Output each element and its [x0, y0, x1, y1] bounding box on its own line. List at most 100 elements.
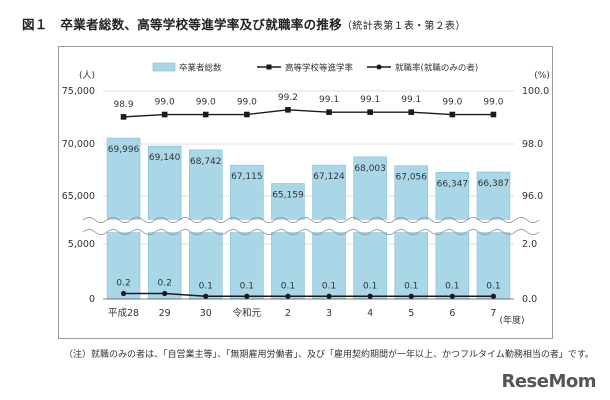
employment-rate-label: 0.1: [240, 281, 254, 291]
left-tick-label: 0: [89, 294, 95, 305]
right-tick-label: 100.0: [522, 86, 549, 97]
marker-employment-rate: [203, 293, 209, 299]
bar-value-label: 65,159: [272, 191, 304, 201]
bar-4: [271, 183, 305, 300]
legend-swatch-graduates: [152, 62, 176, 72]
marker-employment-rate: [367, 293, 373, 299]
bar-value-label: 67,115: [231, 172, 263, 182]
category-label: 3: [326, 308, 332, 319]
category-label: 平成28: [108, 307, 139, 319]
right-tick-label: 98.0: [522, 139, 543, 150]
employment-rate-label: 0.1: [486, 281, 500, 291]
employment-rate-label: 0.1: [281, 281, 295, 291]
axis-break: [82, 217, 540, 235]
advancement-rate-label: 99.2: [278, 93, 298, 103]
bar-value-label: 67,124: [313, 172, 345, 182]
advancement-rate-label: 99.1: [319, 95, 339, 105]
legend-label-graduates: 卒業者総数: [179, 63, 222, 74]
marker-employment-rate: [449, 293, 455, 299]
left-tick-label: 75,000: [62, 86, 95, 97]
marker-employment-rate: [285, 293, 291, 299]
marker-employment-rate: [408, 293, 414, 299]
category-label: 4: [367, 308, 373, 319]
bar-value-label: 67,056: [396, 173, 428, 183]
bar-9: [476, 171, 511, 300]
left-tick-label: 65,000: [62, 191, 95, 202]
employment-rate-label: 0.2: [157, 279, 171, 289]
marker-advancement-rate: [367, 109, 373, 115]
bar-7: [394, 165, 428, 300]
employment-rate-label: 0.1: [199, 281, 213, 291]
category-label: 7: [490, 308, 496, 319]
marker-advancement-rate: [202, 111, 209, 118]
employment-rate-label: 0.1: [322, 281, 336, 291]
legend-label-employment: 就職率(就職のみの者): [395, 63, 478, 74]
advancement-rate-label: 99.0: [196, 98, 216, 108]
category-label: 5: [408, 308, 414, 319]
watermark-text: ReseMom: [501, 371, 596, 392]
category-label: 2: [285, 308, 291, 319]
left-tick-label: 5,000: [68, 239, 95, 250]
advancement-rate-label: 99.1: [401, 95, 421, 105]
bar-3: [230, 164, 264, 300]
category-label: 29: [159, 308, 171, 319]
employment-rate-label: 0.1: [363, 281, 377, 291]
bar-5: [312, 164, 346, 300]
marker-employment-rate: [326, 293, 332, 299]
advancement-rate-label: 98.9: [114, 100, 134, 110]
break-band: [83, 220, 534, 232]
category-label: 令和元: [233, 307, 262, 319]
category-label: 6: [449, 308, 455, 319]
marker-advancement-rate: [285, 107, 291, 113]
right-tick-label: 0.0: [522, 294, 537, 305]
advancement-rate-label: 99.0: [442, 98, 462, 108]
advancement-rate-label: 99.0: [483, 98, 503, 108]
marker-employment-rate: [490, 293, 497, 299]
legend: 卒業者総数 高等学校等進学率 就職率(就職のみの者): [152, 62, 478, 74]
legend-marker-employment: [376, 64, 382, 70]
marker-employment-rate: [120, 290, 127, 297]
bar-value-label: 66,387: [478, 179, 510, 189]
advancement-rate-label: 99.1: [360, 95, 380, 105]
legend-label-advancement: 高等学校等進学率: [285, 63, 354, 74]
category-label: 30: [200, 308, 212, 319]
marker-advancement-rate: [326, 109, 332, 115]
break-line-top: [82, 217, 540, 223]
bar-0: [106, 137, 141, 300]
right-tick-label: 96.0: [522, 191, 543, 202]
break-line-bottom: [82, 229, 540, 235]
line-advancement-rate: [123, 109, 494, 118]
bar-value-label: 69,996: [108, 145, 140, 155]
bar-value-label: 66,347: [437, 179, 469, 189]
marker-advancement-rate: [120, 114, 127, 120]
left-axis-unit: (人): [79, 70, 95, 81]
line-employment-rate: [123, 292, 494, 297]
x-axis-unit: (年度): [499, 314, 524, 326]
marker-advancement-rate: [449, 111, 456, 118]
figure-title-main: 図１ 卒業者総数、高等学校等進学率及び就職率の推移: [22, 17, 343, 32]
chart-frame: [58, 46, 553, 339]
marker-advancement-rate: [408, 109, 415, 115]
bar-value-label: 69,140: [149, 153, 181, 163]
figure-title-sub: （統計表第１表・第２表）: [342, 21, 466, 32]
bar-value-label: 68,742: [190, 157, 222, 167]
marker-advancement-rate: [490, 111, 497, 118]
advancement-rate-label: 99.0: [237, 98, 257, 108]
footnote: （注）就職のみの者は、「自営業主等」、「無期雇用労働者」、及び「雇用契約期間が一…: [64, 350, 594, 360]
employment-rate-label: 0.1: [445, 281, 459, 291]
figure-title: 図１ 卒業者総数、高等学校等進学率及び就職率の推移（統計表第１表・第２表）: [22, 14, 466, 33]
marker-advancement-rate: [244, 111, 250, 118]
watermark-logo: ReseMom: [501, 371, 596, 392]
marker-advancement-rate: [161, 111, 168, 118]
bar-value-label: 68,003: [354, 164, 386, 174]
axes: 75,000 70,000 65,000 5,000 0 100.0 98.0 96.0 2.0…: [62, 70, 550, 326]
legend-marker-advancement: [266, 64, 272, 70]
right-tick-label: 2.0: [522, 239, 537, 250]
marker-employment-rate: [244, 293, 250, 299]
advancement-rate-label: 99.0: [155, 98, 175, 108]
marker-employment-rate: [162, 290, 168, 297]
bar-8: [435, 172, 470, 300]
employment-rate-label: 0.2: [116, 279, 130, 289]
line-series: [120, 107, 497, 299]
